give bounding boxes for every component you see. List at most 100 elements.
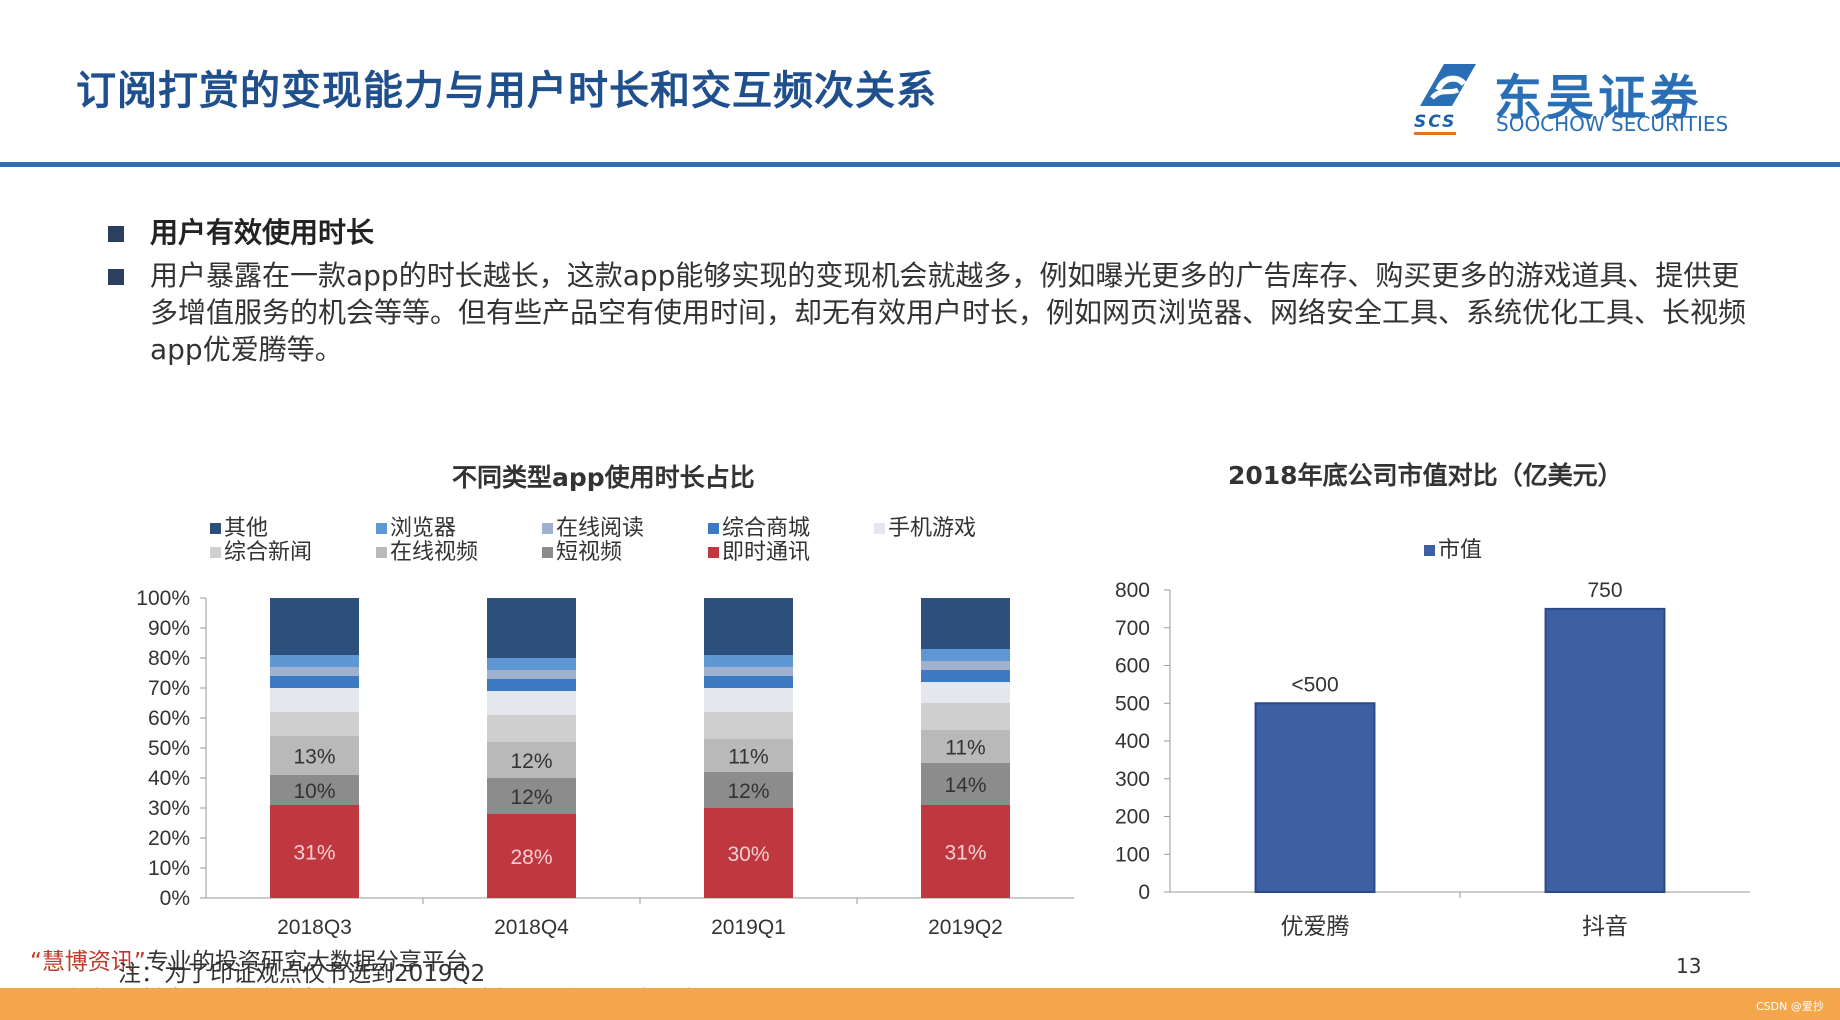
y-tick-label: 40% [148,767,190,790]
legend-label: 浏览器 [390,516,457,541]
x-tick-label: 优爱腾 [1281,913,1350,939]
bar-segment [487,715,576,742]
data-label: 28% [510,846,552,869]
legend-swatch [542,547,553,558]
bar-segment [270,676,359,688]
logo-chinese-name: 东吴证券 [1494,70,1703,126]
bullet-square-icon [108,269,124,285]
bar-segment [704,739,793,772]
y-tick-label: 400 [1115,730,1150,753]
bar-segment [704,772,793,808]
y-tick-label: 700 [1115,617,1150,640]
x-tick-label: 2018Q3 [277,916,352,939]
bar-segment [704,712,793,739]
watermark-line: “慧博资讯”专业的投资研究大数据分享平台 [30,942,468,976]
legend-swatch [376,547,387,558]
bar-chart-title: 2018年底公司市值对比（亿美元） [1228,461,1623,490]
footer-bar [0,988,1840,1020]
bar [1544,607,1666,893]
legend-label: 在线阅读 [556,516,645,541]
logo-scs-text: SCS [1414,112,1457,135]
bullet-heading-text: 用户有效使用时长 [150,216,375,249]
bullet-heading: 用户有效使用时长 [108,214,1748,251]
bar-segment [270,736,359,775]
y-tick-label: 90% [148,617,190,640]
y-tick-label: 800 [1115,579,1150,602]
legend-item: 浏览器 [376,510,456,542]
y-tick-label: 30% [148,797,190,820]
bar-chart-legend: 市值 [1424,532,1482,564]
bar-segment [921,805,1010,898]
legend-label: 综合商城 [722,516,811,541]
bar-segment [270,655,359,667]
bar-segment [487,814,576,898]
watermark-brand: “慧博资讯” [30,949,146,975]
legend-swatch [708,547,719,558]
bar-segment [921,703,1010,730]
data-label: 12% [727,780,769,803]
y-tick-label: 80% [148,647,190,670]
bar-segment [921,598,1010,649]
legend-swatch [874,523,885,534]
bar-segment [704,676,793,688]
bar-segment [921,730,1010,763]
data-label: 10% [293,780,335,803]
stacked-bar-chart: 0% 10% 20% 30% 40% 50% 60% 70% 80% 90% 100% 31% 10% 1… [136,587,1074,939]
legend-item: 综合新闻 [210,534,312,566]
bar-segment [487,679,576,691]
bar-segment [704,688,793,712]
page-number: 13 [1676,954,1702,978]
data-label: 12% [510,786,552,809]
data-label: 13% [293,746,335,769]
y-tick-label: 100 [1115,843,1150,866]
bar-segment [270,598,359,655]
legend-label: 在线视频 [390,540,479,565]
legend-item: 在线阅读 [542,510,644,542]
legend-item: 在线视频 [376,534,478,566]
data-label: 750 [1587,579,1622,602]
bar [1254,702,1376,893]
data-label: 14% [944,774,986,797]
credit-text: CSDN @爱抄 [1756,1000,1824,1013]
bar-segment [270,688,359,712]
legend-swatch [210,547,221,558]
bar-segment [487,778,576,814]
data-label: <500 [1291,673,1338,696]
bar-segment [270,667,359,676]
legend-item: 即时通讯 [708,534,810,566]
legend-swatch [376,523,387,534]
legend-swatch [210,523,221,534]
data-label: 11% [728,746,768,769]
x-tick-label: 2018Q4 [494,916,569,939]
bar-segment [921,670,1010,682]
bar-segment [921,649,1010,661]
data-label: 30% [727,843,769,866]
bar-segment [921,763,1010,805]
logo-english-name: SOOCHOW SECURITIES [1496,112,1729,136]
bar-segment [921,661,1010,670]
page-title: 订阅打赏的变现能力与用户时长和交互频次关系 [76,68,937,114]
y-tick-label: 200 [1115,806,1150,829]
legend-label: 其他 [224,516,269,541]
y-tick-label: 300 [1115,768,1150,791]
market-cap-bar-chart: 0 100 200 300 400 500 600 700 800 <500 优爱腾 750 抖音 [1115,579,1750,939]
stacked-chart-title: 不同类型app使用时长占比 [452,463,755,492]
bar-segment [704,808,793,898]
logo-mark-icon [1420,64,1476,106]
bar-segment [921,682,1010,703]
legend-label: 综合新闻 [224,540,313,565]
bullet-body: 用户暴露在一款app的时长越长，这款app能够实现的变现机会就越多，例如曝光更多… [108,257,1748,368]
bar-segment [487,658,576,670]
y-tick-label: 100% [136,587,190,610]
header-divider [0,162,1840,167]
data-label: 31% [944,842,986,865]
legend-label: 即时通讯 [722,540,811,565]
y-tick-label: 500 [1115,692,1150,715]
x-tick-label: 2019Q1 [711,916,786,939]
legend-label: 市值 [1438,538,1483,563]
y-tick-label: 10% [148,857,190,880]
legend-item: 手机游戏 [874,510,976,542]
y-tick-label: 70% [148,677,190,700]
chart-note: 注：为了印证观点仅节选到2019Q2 [118,961,486,987]
legend-label: 手机游戏 [888,516,977,541]
